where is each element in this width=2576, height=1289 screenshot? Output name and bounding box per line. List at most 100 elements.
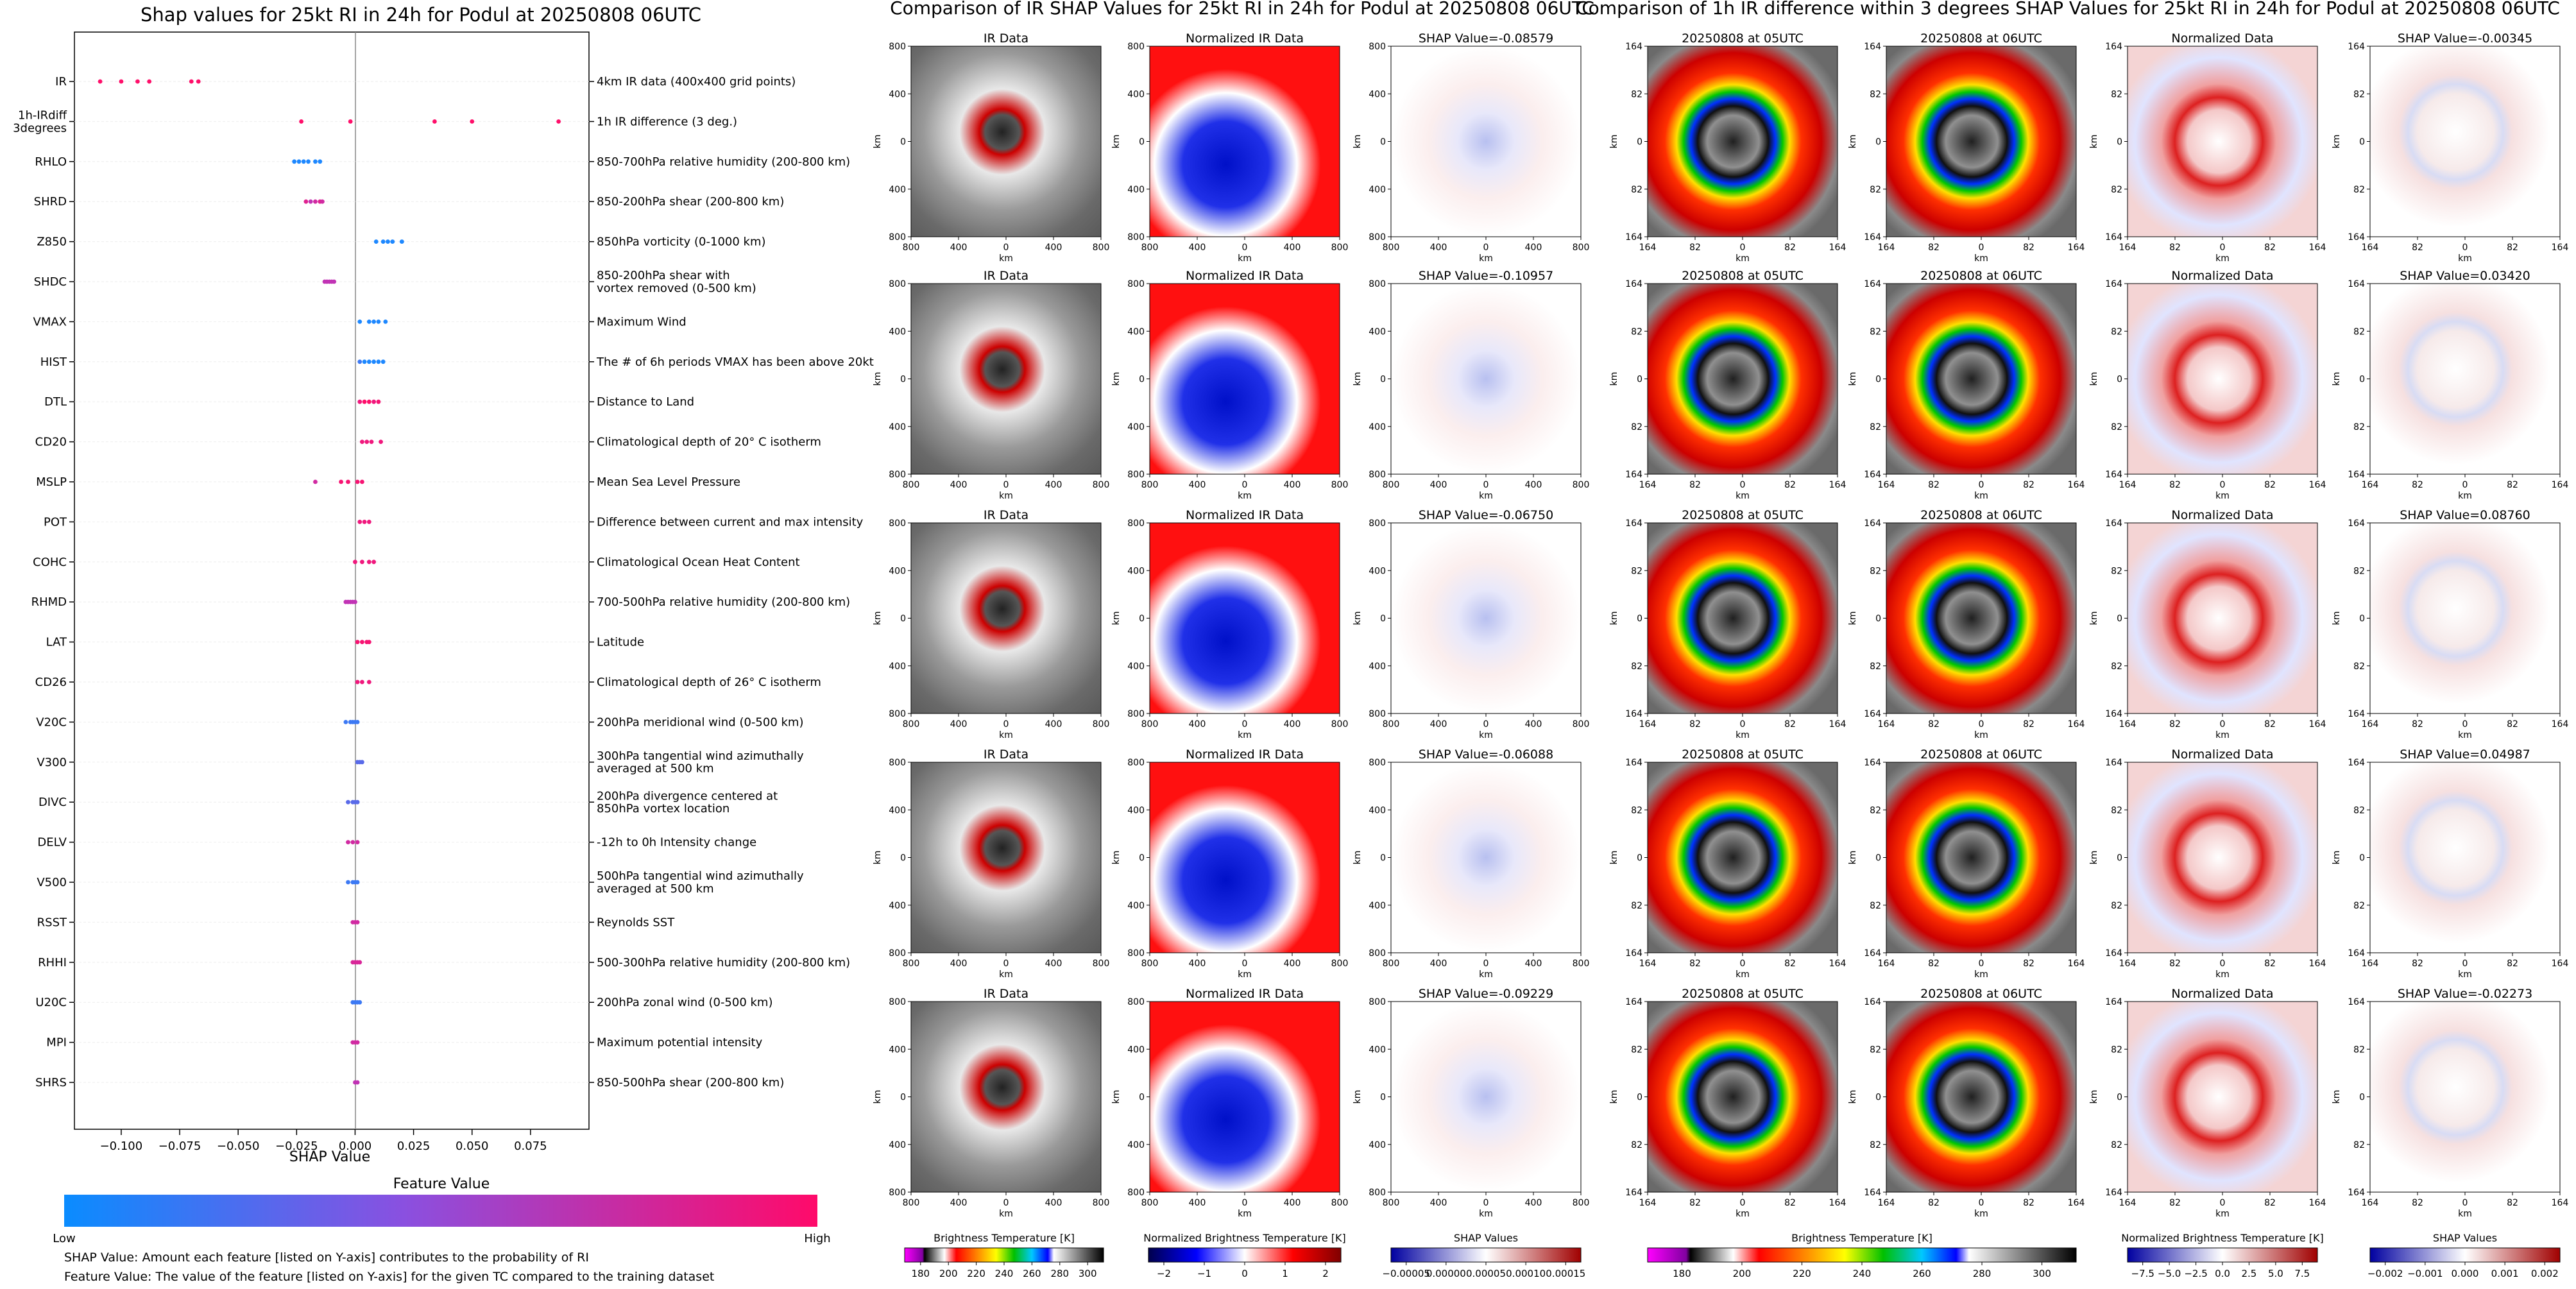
y-tick-label: 164 bbox=[2105, 997, 2122, 1007]
feature-description: 500hPa tangential wind azimuthally averag… bbox=[597, 869, 804, 896]
y-axis-label: km bbox=[873, 372, 883, 386]
x-tick-label: 164 bbox=[2362, 959, 2379, 969]
shap-point bbox=[119, 79, 124, 84]
x-axis-label: km bbox=[2458, 491, 2472, 501]
diff-group-title: Comparison of 1h IR difference within 3 … bbox=[1576, 0, 2560, 19]
y-tick-label: 164 bbox=[1625, 518, 1642, 529]
y-axis-label: km bbox=[1111, 851, 1122, 865]
shap-point bbox=[366, 320, 371, 324]
x-tick-label: 164 bbox=[2119, 959, 2137, 969]
x-tick-label: 400 bbox=[950, 243, 968, 253]
feature-label: V20C bbox=[36, 715, 67, 729]
x-tick-label: 82 bbox=[2507, 719, 2518, 730]
shap-point bbox=[371, 559, 377, 565]
y-tick-label: 0 bbox=[1637, 1093, 1642, 1103]
x-tick-label: 400 bbox=[1284, 1198, 1301, 1208]
feature-label: VMAX bbox=[33, 315, 67, 329]
shap-point bbox=[371, 399, 377, 404]
x-axis-label: km bbox=[1974, 969, 1988, 980]
panel-title: Normalized IR Data bbox=[1186, 31, 1304, 46]
panel-image bbox=[2127, 762, 2318, 953]
x-axis-label: km bbox=[2458, 730, 2472, 740]
y-tick-label: 82 bbox=[1631, 566, 1642, 576]
panel-image bbox=[1886, 1001, 2077, 1193]
y-tick-label: 400 bbox=[889, 566, 906, 576]
x-tick-label: 164 bbox=[2119, 719, 2137, 730]
x-tick-label: 400 bbox=[1045, 243, 1062, 253]
x-axis-label: km bbox=[1736, 1209, 1750, 1219]
feature-label: CD20 bbox=[35, 436, 67, 449]
feature-description: 850-500hPa shear (200-800 km) bbox=[597, 1076, 784, 1089]
feature-description: 200hPa zonal wind (0-500 km) bbox=[597, 996, 773, 1009]
shap-point bbox=[373, 239, 379, 244]
x-tick-label: 800 bbox=[1141, 719, 1159, 730]
x-tick-label: 164 bbox=[2068, 243, 2085, 253]
x-tick-label: 800 bbox=[1383, 719, 1400, 730]
x-tick-label: 164 bbox=[2309, 243, 2326, 253]
x-axis-label: km bbox=[1479, 253, 1493, 264]
shap-point bbox=[359, 440, 364, 444]
shap-point bbox=[366, 640, 371, 644]
panel-title: 20250808 at 06UTC bbox=[1920, 987, 2042, 1001]
shap-point bbox=[556, 119, 561, 124]
x-tick-label: 400 bbox=[1430, 480, 1447, 490]
feature-label: MSLP bbox=[36, 475, 67, 489]
x-tick-label: 164 bbox=[2309, 719, 2326, 730]
panel-image bbox=[1390, 1001, 1582, 1193]
shap-point bbox=[357, 960, 363, 965]
x-tick-label: 800 bbox=[1093, 719, 1110, 730]
x-tick-label: −0.025 bbox=[275, 1140, 318, 1153]
x-tick-label: 800 bbox=[1141, 1198, 1159, 1208]
y-tick-label: 800 bbox=[1127, 948, 1145, 959]
x-tick-label: 164 bbox=[2552, 959, 2569, 969]
colorbar-tick-label: −0.00005 bbox=[1382, 1268, 1430, 1279]
y-tick-label: 800 bbox=[889, 470, 906, 480]
y-tick-label: 800 bbox=[1369, 709, 1386, 719]
colorbar-tick-label: −2 bbox=[1157, 1268, 1171, 1279]
y-tick-label: 82 bbox=[1870, 566, 1881, 576]
y-tick-label: 82 bbox=[2353, 1045, 2365, 1055]
colorbar-tick-label: 0.001 bbox=[2491, 1268, 2519, 1279]
x-tick-label: 400 bbox=[1189, 1198, 1206, 1208]
panel-image bbox=[1390, 522, 1582, 714]
y-tick-label: 164 bbox=[1864, 518, 1881, 529]
colorbar-tick-label: −1 bbox=[1197, 1268, 1211, 1279]
y-tick-label: 400 bbox=[1369, 89, 1386, 99]
x-tick-label: 400 bbox=[950, 1198, 968, 1208]
x-axis-label: km bbox=[2215, 1209, 2230, 1219]
colorbar-label: Normalized Brightness Temperature [K] bbox=[1143, 1232, 1346, 1244]
shap-point bbox=[147, 79, 152, 84]
x-axis-label: km bbox=[1238, 969, 1252, 980]
y-tick-label: 0 bbox=[1875, 1093, 1881, 1103]
x-tick-label: 0 bbox=[2462, 959, 2468, 969]
x-tick-label: −0.075 bbox=[158, 1140, 201, 1153]
y-tick-label: 164 bbox=[1864, 42, 1881, 52]
colorbar-tick-label: 0.002 bbox=[2531, 1268, 2559, 1279]
y-tick-label: 164 bbox=[1625, 232, 1642, 243]
y-axis-label: km bbox=[1609, 611, 1619, 626]
y-axis-label: km bbox=[2332, 611, 2342, 626]
shap-point bbox=[380, 359, 386, 364]
x-tick-label: 164 bbox=[2309, 480, 2326, 490]
shap-point bbox=[432, 119, 437, 124]
y-axis-label: km bbox=[2332, 135, 2342, 149]
feature-label: DIVC bbox=[38, 796, 67, 809]
y-axis-label: km bbox=[1609, 1090, 1619, 1104]
feature-description: Mean Sea Level Pressure bbox=[597, 475, 740, 489]
y-tick-label: 400 bbox=[889, 1045, 906, 1055]
panel-title: SHAP Value=0.08760 bbox=[2400, 508, 2530, 522]
feature-label: RSST bbox=[37, 916, 67, 929]
x-tick-label: 0 bbox=[1242, 719, 1248, 730]
y-tick-label: 82 bbox=[2353, 185, 2365, 195]
x-tick-label: 82 bbox=[2169, 719, 2181, 730]
y-tick-label: 164 bbox=[1864, 948, 1881, 959]
y-tick-label: 82 bbox=[2111, 1140, 2122, 1150]
y-tick-label: 82 bbox=[1631, 89, 1642, 99]
